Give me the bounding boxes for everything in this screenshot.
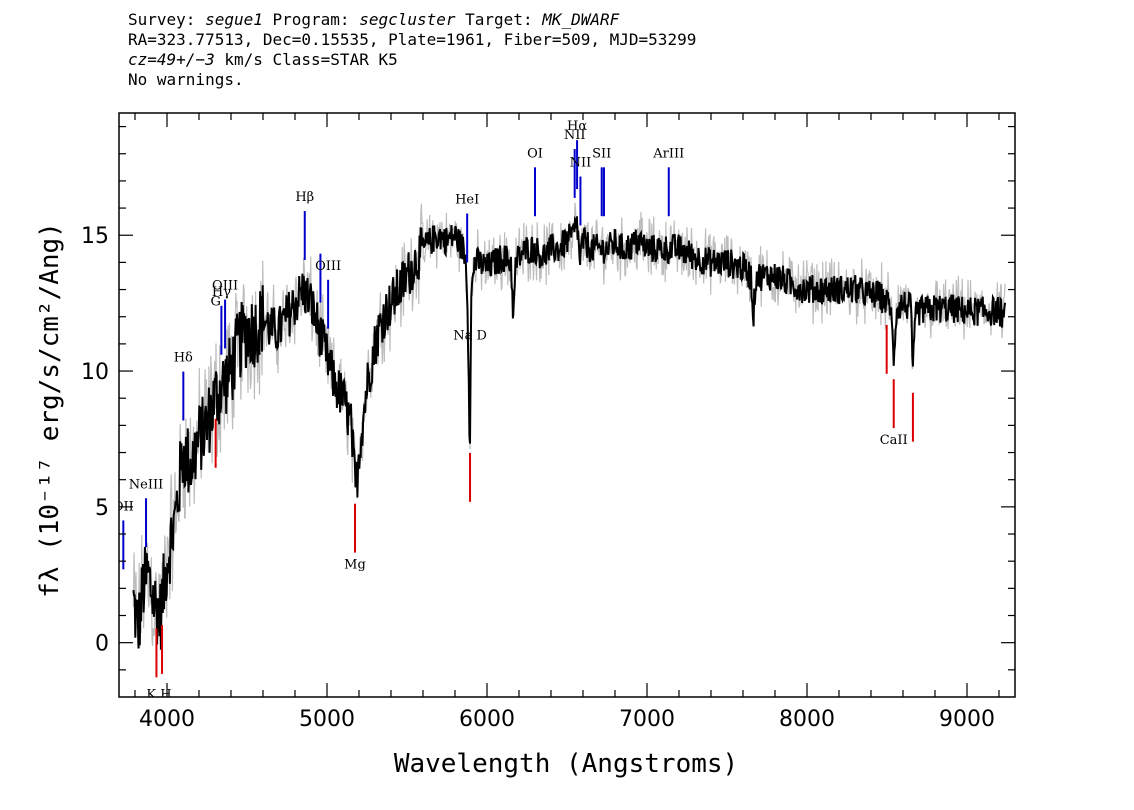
spectral-line-label: Hγ xyxy=(212,285,231,300)
program-value: segcluster xyxy=(359,10,456,29)
spectral-line-label: SII xyxy=(592,146,611,161)
header-warnings-line: No warnings. xyxy=(128,70,244,89)
target-value: MK_DWARF xyxy=(542,10,620,29)
survey-value: segue1 xyxy=(205,10,263,29)
program-prefix: Program: xyxy=(262,10,360,29)
y-tick-label: 5 xyxy=(95,496,109,521)
spectral-line-label: CaII xyxy=(880,433,908,448)
x-tick-label: 4000 xyxy=(139,707,195,732)
y-tick-label: 10 xyxy=(81,360,109,385)
header-survey-line: Survey: segue1 Program: segcluster Targe… xyxy=(128,10,696,30)
spectral-line-label: OI xyxy=(527,146,543,161)
class-value: km/s Class=STAR K5 xyxy=(214,50,398,69)
spectral-line-label: OIII xyxy=(315,259,341,274)
y-axis-title: fλ (10⁻¹⁷ erg/s/cm²/Ang) xyxy=(35,222,65,598)
spectral-line-label: Hδ xyxy=(174,351,193,366)
spectrum-header: Survey: segue1 Program: segcluster Targe… xyxy=(128,10,696,90)
error-band-series xyxy=(132,202,1006,648)
spectral-line-label: Mg xyxy=(344,558,366,573)
x-tick-label: 7000 xyxy=(619,707,675,732)
redshift-value: cz=49+/−3 xyxy=(128,50,215,69)
x-tick-label: 5000 xyxy=(299,707,355,732)
spectral-line-label: HeI xyxy=(455,193,479,208)
y-tick-label: 0 xyxy=(95,632,109,657)
spectral-line-label: Hβ xyxy=(295,190,314,205)
target-prefix: Target: xyxy=(455,10,543,29)
x-tick-label: 8000 xyxy=(779,707,835,732)
plot-frame xyxy=(118,112,1016,698)
x-axis-title: Wavelength (Angstroms) xyxy=(394,749,738,779)
spectral-line-label: NeIII xyxy=(129,477,163,492)
y-tick-label: 15 xyxy=(81,224,109,249)
spectral-line-label: Hα xyxy=(567,119,587,134)
x-tick-label: 6000 xyxy=(459,707,515,732)
header-coordinates-line: RA=323.77513, Dec=0.15535, Plate=1961, F… xyxy=(128,30,697,49)
header-redshift-line: cz=49+/−3 km/s Class=STAR K5 xyxy=(128,50,696,70)
x-tick-label: 9000 xyxy=(939,707,995,732)
spectral-line-label: NII xyxy=(564,128,586,143)
axes: 4000 5000 6000 7000 8000 9000 0 5 10 15 xyxy=(81,112,1016,732)
spectral-line-label: K H xyxy=(146,688,171,703)
flux-series xyxy=(132,215,1007,650)
spectral-line-label: OIII xyxy=(212,279,238,294)
spectral-line-label: Na D xyxy=(453,329,487,344)
spectral-line-label: ArIII xyxy=(652,146,684,161)
spectral-line-label: G xyxy=(210,295,220,310)
spectral-line-label: NII xyxy=(570,156,592,171)
survey-prefix: Survey: xyxy=(128,10,206,29)
